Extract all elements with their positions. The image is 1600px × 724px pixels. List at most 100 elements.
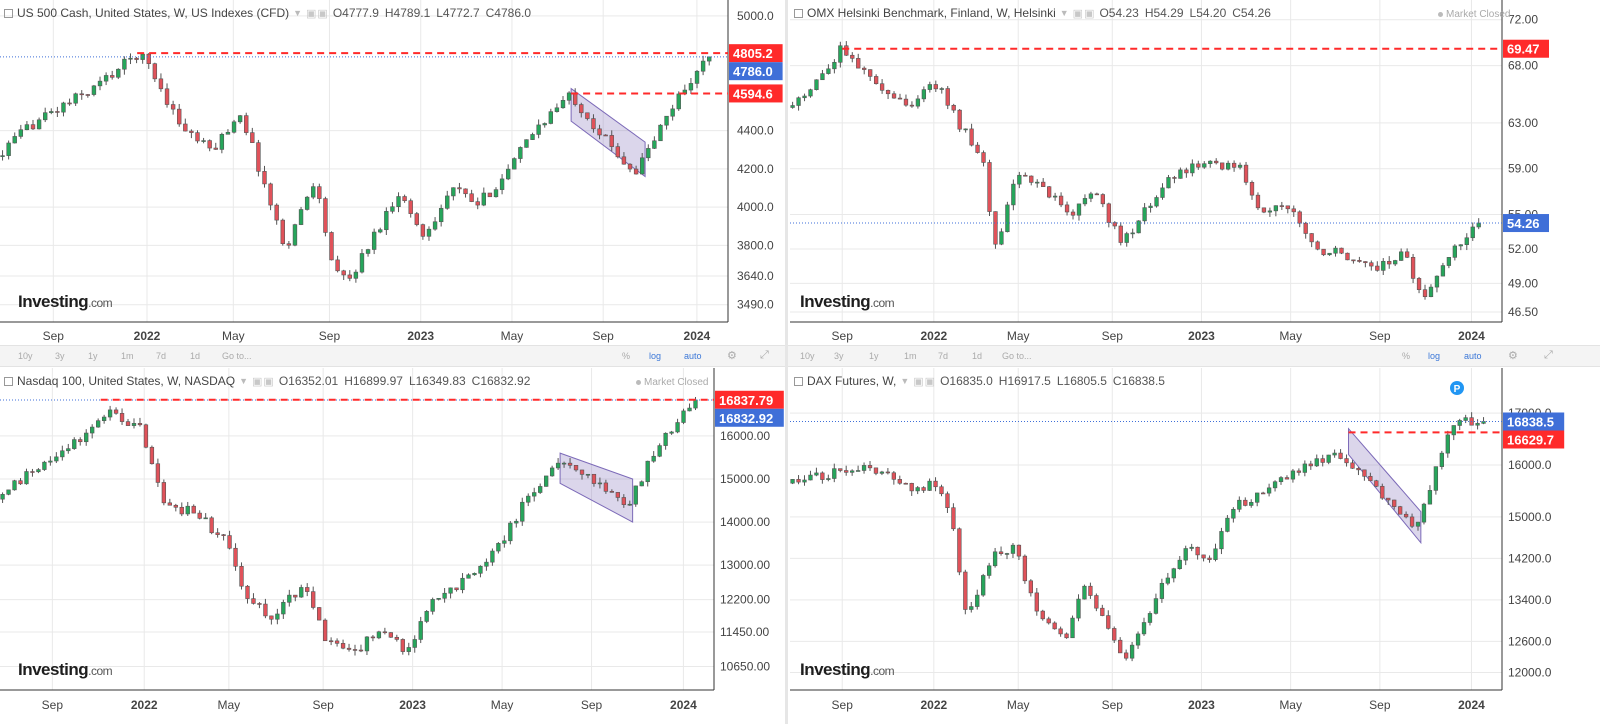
chevron-down-icon[interactable]: ▼ — [900, 376, 910, 386]
panel-divider-vertical[interactable] — [785, 0, 788, 724]
chart-panel-nasdaq100[interactable]: 16000.00 15000.00 14000.00 13000.00 12200.00… — [0, 368, 790, 724]
candle-up — [1141, 622, 1147, 635]
candle-up — [1458, 244, 1463, 247]
log-toggle[interactable]: log — [649, 351, 662, 361]
candle-down — [1309, 233, 1314, 243]
gear-icon[interactable]: ⚙ — [727, 350, 737, 362]
auto-toggle[interactable]: auto — [684, 351, 702, 361]
settings-icons[interactable]: ▣▣ — [252, 375, 275, 388]
range-10y[interactable]: 10y — [18, 351, 33, 361]
expand-icon[interactable]: ⤢ — [1544, 349, 1553, 361]
candle-down — [1231, 162, 1237, 168]
candle-up — [390, 206, 395, 212]
range-3y[interactable]: 3y — [834, 351, 844, 361]
candle-down — [1315, 241, 1320, 250]
candle-down — [239, 566, 244, 587]
log-toggle[interactable]: log — [1428, 351, 1441, 361]
candle-down — [475, 201, 480, 206]
candle-up — [131, 423, 137, 426]
candle-down — [155, 463, 161, 483]
candle-up — [287, 594, 292, 603]
chart-canvas[interactable]: 5000.0 4400.0 4200.0 4000.0 3800.0 3640.0 3490… — [0, 0, 790, 345]
auto-toggle[interactable]: auto — [1464, 351, 1482, 361]
chart-title[interactable]: US 500 Cash, United States, W, US Indexe… — [17, 6, 290, 20]
candle-up — [688, 83, 694, 91]
chevron-down-icon[interactable]: ▼ — [239, 376, 249, 386]
candle-down — [903, 98, 909, 106]
chart-panel-us500[interactable]: 5000.0 4400.0 4200.0 4000.0 3800.0 3640.0 3490… — [0, 0, 790, 345]
chart-title[interactable]: DAX Futures, W, — [807, 374, 897, 388]
candle-up — [1160, 187, 1165, 198]
candle-down — [244, 115, 249, 133]
candle-up — [597, 482, 603, 485]
candle-up — [122, 58, 127, 70]
chart-canvas[interactable]: 16000.00 15000.00 14000.00 13000.00 12200.00… — [0, 368, 790, 724]
candle-down — [161, 482, 167, 504]
candle-down — [945, 493, 950, 509]
range-10y[interactable]: 10y — [800, 351, 815, 361]
candle-up — [1326, 454, 1331, 463]
settings-icons[interactable]: ▣▣ — [306, 7, 329, 20]
x-tick-label: 2022 — [131, 698, 158, 712]
candles — [0, 396, 698, 656]
percent-toggle[interactable]: % — [622, 351, 631, 361]
candle-up — [231, 121, 237, 133]
range-1y[interactable]: 1y — [88, 351, 98, 361]
chart-title[interactable]: OMX Helsinki Benchmark, Finland, W, Hels… — [807, 6, 1056, 20]
candle-down — [125, 421, 131, 426]
candle-down — [1106, 203, 1111, 223]
range-7d[interactable]: 7d — [938, 351, 949, 361]
candle-up — [963, 128, 968, 131]
chart-canvas[interactable]: 72.0068.0063.0059.0055.0052.0049.0046.50… — [790, 0, 1600, 345]
candle-down — [1363, 261, 1368, 264]
collapse-icon[interactable] — [794, 376, 803, 386]
chart-panel-omx-helsinki[interactable]: 72.0068.0063.0059.0055.0052.0049.0046.50… — [790, 0, 1600, 345]
collapse-icon[interactable] — [4, 376, 13, 386]
candle-up — [6, 142, 11, 156]
candle-up — [364, 636, 370, 652]
x-tick-label: 2023 — [1188, 698, 1215, 712]
candle-down — [1291, 208, 1296, 213]
price-label-box — [729, 44, 783, 63]
settings-icons[interactable]: ▣▣ — [1072, 7, 1096, 20]
gear-icon[interactable]: ⚙ — [1508, 350, 1518, 362]
percent-toggle[interactable]: % — [1402, 351, 1411, 361]
candle-down — [1058, 195, 1064, 206]
candle-up — [707, 56, 712, 62]
expand-icon[interactable]: ⤢ — [760, 349, 769, 361]
candle-down — [1409, 516, 1415, 527]
range-1y[interactable]: 1y — [869, 351, 879, 361]
candle-down — [388, 632, 394, 638]
candle-up — [1225, 517, 1230, 532]
goto-link[interactable]: Go to... — [1002, 351, 1032, 361]
candle-down — [269, 615, 274, 620]
range-1m[interactable]: 1m — [904, 351, 917, 361]
candle-down — [885, 471, 891, 474]
goto-link[interactable]: Go to... — [222, 351, 252, 361]
candle-up — [1421, 503, 1427, 523]
x-tick-label: 2022 — [134, 329, 161, 343]
range-1d[interactable]: 1d — [190, 351, 201, 361]
settings-icons[interactable]: ▣▣ — [913, 375, 937, 388]
range-1m[interactable]: 1m — [121, 351, 134, 361]
chevron-down-icon[interactable]: ▼ — [293, 8, 303, 18]
collapse-icon[interactable] — [4, 8, 13, 18]
chevron-down-icon[interactable]: ▼ — [1059, 8, 1069, 18]
candle-up — [90, 426, 95, 434]
chart-title[interactable]: Nasdaq 100, United States, W, NASDAQ — [17, 374, 236, 388]
chart-panel-dax-futures[interactable]: 17000.016000.015000.014200.013400.012600… — [790, 368, 1600, 724]
candle-down — [969, 128, 974, 146]
candle-down — [137, 423, 143, 426]
range-7d[interactable]: 7d — [156, 351, 167, 361]
candle-up — [1332, 452, 1337, 456]
range-1d[interactable]: 1d — [972, 351, 983, 361]
range-3y[interactable]: 3y — [55, 351, 65, 361]
chart-canvas[interactable]: 17000.016000.015000.014200.013400.012600… — [790, 368, 1600, 724]
candle-down — [1201, 554, 1206, 559]
candle-down — [1375, 265, 1380, 271]
candle-down — [457, 187, 462, 190]
candle-up — [1273, 205, 1279, 212]
candle-up — [566, 92, 572, 101]
candle-down — [1368, 476, 1373, 482]
collapse-icon[interactable] — [794, 8, 803, 18]
